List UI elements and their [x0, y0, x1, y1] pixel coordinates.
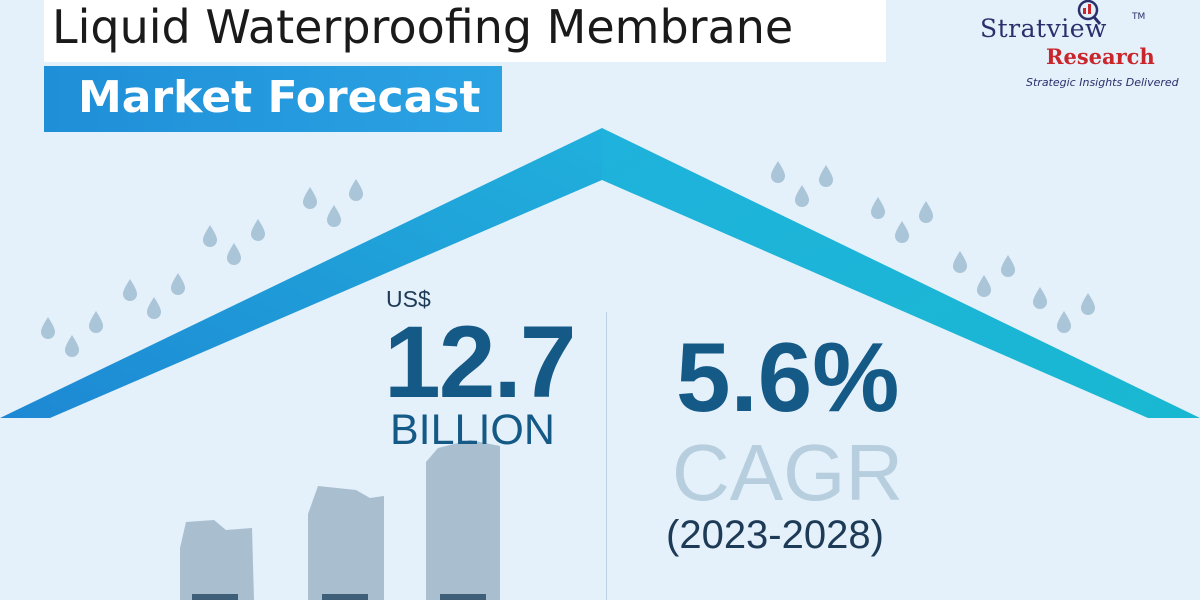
roof-left: [0, 128, 602, 418]
growth-bars: [180, 440, 500, 600]
logo-name: Stratview: [980, 14, 1107, 43]
market-value: 12.7: [384, 305, 577, 419]
bar-3: [426, 440, 500, 600]
stats-divider: [606, 312, 607, 600]
roof-right: [602, 128, 1200, 418]
subtitle-banner: [44, 66, 502, 132]
cagr-value: 5.6%: [676, 322, 900, 432]
market-currency: US$: [386, 286, 431, 312]
market-unit: BILLION: [390, 406, 555, 454]
bar-1: [180, 520, 254, 600]
title-banner: [44, 0, 886, 62]
logo-trademark: TM: [1132, 12, 1146, 22]
cagr-label: CAGR: [672, 428, 904, 517]
page-title: Liquid Waterproofing Membrane: [52, 0, 794, 54]
logo-tagline: Strategic Insights Delivered: [1026, 76, 1179, 89]
logo-research: Research: [1046, 44, 1155, 69]
magnifier-chart-icon: [1077, 0, 1102, 25]
forecast-period: (2023-2028): [666, 513, 884, 557]
company-logo: Stratview TM Research Strategic Insights…: [980, 0, 1190, 96]
bar-2: [308, 486, 384, 600]
page-subtitle: Market Forecast: [78, 72, 481, 123]
